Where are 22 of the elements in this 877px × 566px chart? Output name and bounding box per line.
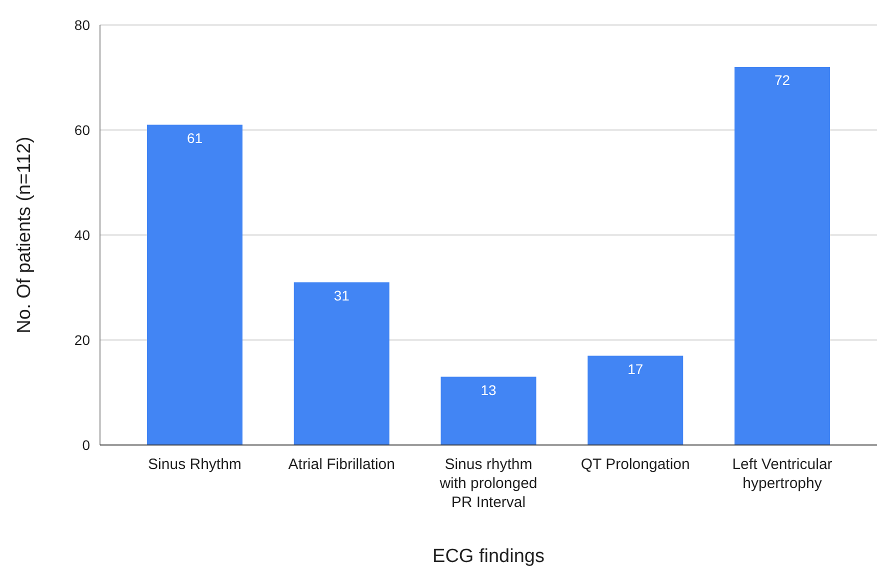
y-tick-label: 20: [74, 332, 90, 348]
y-tick-label: 60: [74, 122, 90, 138]
bar: [734, 67, 830, 445]
y-axis-title: No. Of patients (n=112): [14, 136, 35, 334]
bar: [147, 124, 242, 445]
data-label: 72: [774, 72, 790, 88]
data-label: 17: [628, 360, 644, 377]
x-tick-label: Sinus Rhythm: [148, 456, 242, 473]
x-axis-title: ECG findings: [432, 546, 544, 566]
data-label: 61: [186, 130, 203, 146]
x-tick-label: Atrial Fibrillation: [288, 456, 395, 473]
x-tick-label: QT Prolongation: [580, 456, 690, 473]
x-tick-label: Sinus rhythm with prolonged PR Interval: [438, 456, 538, 511]
y-tick-label: 80: [74, 17, 90, 33]
data-label: 31: [334, 287, 350, 304]
bar: [588, 356, 684, 445]
x-tick-label: Left Ventricular hypertrophy: [732, 456, 832, 492]
bar: [440, 376, 536, 445]
y-tick-label: 0: [82, 437, 90, 453]
bar: [294, 282, 390, 445]
y-tick-label: 40: [74, 227, 90, 243]
data-label: 13: [480, 382, 496, 398]
